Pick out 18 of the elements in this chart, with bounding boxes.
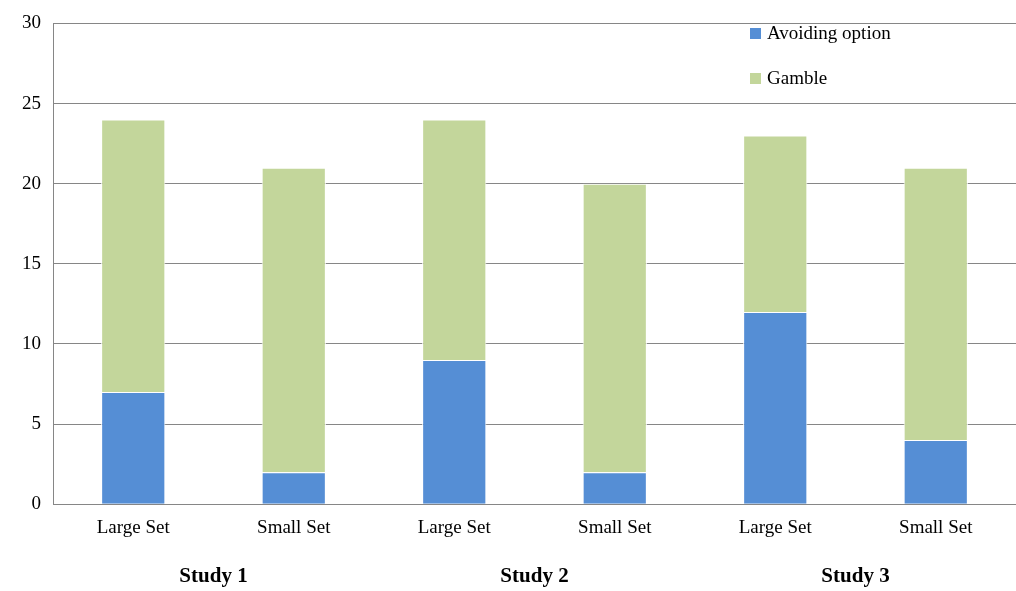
legend-label: Gamble: [767, 67, 828, 89]
legend-label: Avoiding option: [767, 22, 891, 44]
y-tick-label: 25: [22, 91, 41, 113]
x-tick-label: Large Set: [417, 515, 492, 537]
y-tick-label: 0: [31, 492, 41, 514]
y-tick-label: 20: [22, 171, 41, 193]
text: Study 2: [500, 563, 569, 588]
x-tick-label: Small Set: [899, 515, 974, 537]
y-tick-label: 15: [22, 251, 41, 273]
x-tick-label: Large Set: [738, 515, 813, 537]
x-tick-label: Small Set: [578, 515, 653, 537]
x-tick-label: Small Set: [257, 515, 332, 537]
y-tick-label: 5: [31, 412, 41, 434]
y-tick-label: 30: [22, 11, 41, 33]
text: Study 3: [821, 563, 890, 588]
y-tick-label: 10: [22, 331, 41, 353]
text: Study 1: [179, 563, 248, 588]
x-tick-label: Large Set: [96, 515, 171, 537]
